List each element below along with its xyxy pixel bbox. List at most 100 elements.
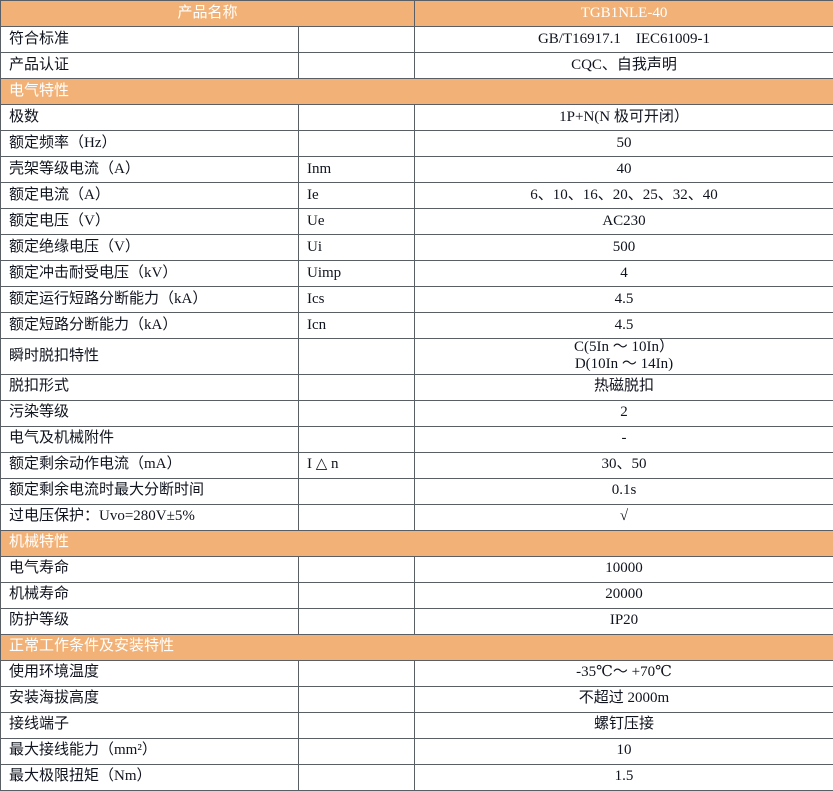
spec-parameter-name: 符合标准 [1,27,299,53]
spec-parameter-value: 6、10、16、20、25、32、40 [415,183,833,209]
spec-parameter-name: 最大接线能力（mm²） [1,738,299,764]
spec-row: 符合标准 GB/T16917.1 IEC61009-1 [1,27,833,53]
spec-parameter-symbol [299,660,415,686]
spec-parameter-value: 500 [415,235,833,261]
spec-parameter-symbol [299,105,415,131]
spec-parameter-value: GB/T16917.1 IEC61009-1 [415,27,833,53]
spec-row: 额定频率（Hz） 50 [1,131,833,157]
spec-parameter-value: 50 [415,131,833,157]
spec-parameter-symbol [299,53,415,79]
spec-parameter-value: 不超过 2000m [415,686,833,712]
spec-parameter-symbol [299,374,415,400]
spec-parameter-value: 热磁脱扣 [415,374,833,400]
spec-parameter-value: 螺钉压接 [415,712,833,738]
spec-parameter-value: 1P+N(N 极可开闭） [415,105,833,131]
spec-parameter-symbol [299,478,415,504]
spec-parameter-name: 瞬时脱扣特性 [1,339,299,375]
spec-parameter-symbol: Ie [299,183,415,209]
section-title: 机械特性 [1,530,833,556]
spec-parameter-name: 接线端子 [1,712,299,738]
spec-parameter-name: 额定剩余动作电流（mA） [1,452,299,478]
spec-parameter-value: 40 [415,157,833,183]
spec-parameter-name: 额定电流（A） [1,183,299,209]
section-title: 电气特性 [1,79,833,105]
spec-parameter-symbol: Icn [299,313,415,339]
spec-parameter-value: AC230 [415,209,833,235]
spec-value-line-1: C(5In ～ 10In） [423,339,825,356]
spec-row: 脱扣形式热磁脱扣 [1,374,833,400]
spec-row: 电气及机械附件 - [1,426,833,452]
spec-parameter-value: 20000 [415,582,833,608]
spec-parameter-value: 2 [415,400,833,426]
spec-row: 额定剩余电流时最大分断时间 0.1s [1,478,833,504]
spec-parameter-value: 4.5 [415,287,833,313]
spec-row: 使用环境温度-35℃～ +70℃ [1,660,833,686]
spec-parameter-symbol [299,339,415,375]
spec-parameter-name: 电气及机械附件 [1,426,299,452]
spec-parameter-symbol: Ics [299,287,415,313]
product-name-header: 产品名称 [1,1,415,27]
spec-parameter-symbol [299,27,415,53]
spec-parameter-name: 防护等级 [1,608,299,634]
spec-parameter-name: 额定短路分断能力（kA） [1,313,299,339]
spec-parameter-name: 污染等级 [1,400,299,426]
spec-parameter-value: C(5In ～ 10In）D(10In ～ 14In) [415,339,833,375]
spec-parameter-value: - [415,426,833,452]
spec-parameter-symbol [299,400,415,426]
spec-parameter-symbol: Inm [299,157,415,183]
spec-row: 安装海拔高度 不超过 2000m [1,686,833,712]
spec-parameter-name: 额定冲击耐受电压（kV） [1,261,299,287]
spec-parameter-symbol [299,582,415,608]
spec-row: 电气寿命 10000 [1,556,833,582]
spec-parameter-name: 电气寿命 [1,556,299,582]
spec-parameter-value: IP20 [415,608,833,634]
spec-parameter-symbol [299,608,415,634]
spec-parameter-value: CQC、自我声明 [415,53,833,79]
spec-parameter-symbol [299,738,415,764]
spec-parameter-value: 30、50 [415,452,833,478]
spec-row: 机械寿命 20000 [1,582,833,608]
spec-parameter-value: √ [415,504,833,530]
spec-parameter-value: 10 [415,738,833,764]
spec-parameter-value: 0.1s [415,478,833,504]
spec-parameter-value: 4.5 [415,313,833,339]
spec-parameter-name: 壳架等级电流（A） [1,157,299,183]
spec-parameter-symbol: I △ n [299,452,415,478]
spec-parameter-name: 额定频率（Hz） [1,131,299,157]
spec-parameter-name: 额定运行短路分断能力（kA） [1,287,299,313]
spec-parameter-name: 额定电压（V） [1,209,299,235]
spec-parameter-symbol [299,426,415,452]
spec-parameter-symbol [299,504,415,530]
spec-parameter-name: 机械寿命 [1,582,299,608]
spec-parameter-name: 额定剩余电流时最大分断时间 [1,478,299,504]
spec-parameter-name: 产品认证 [1,53,299,79]
spec-parameter-name: 过电压保护：Uvo=280V±5% [1,504,299,530]
spec-parameter-symbol: Ui [299,235,415,261]
spec-row: 污染等级 2 [1,400,833,426]
spec-row: 过电压保护：Uvo=280V±5% √ [1,504,833,530]
spec-parameter-value: 4 [415,261,833,287]
spec-row: 接线端子 螺钉压接 [1,712,833,738]
section-title: 正常工作条件及安装特性 [1,634,833,660]
spec-parameter-name: 极数 [1,105,299,131]
spec-parameter-symbol: Ue [299,209,415,235]
spec-row: 最大极限扭矩（Nm）1.5 [1,764,833,790]
section-header-row: 机械特性 [1,530,833,556]
spec-parameter-name: 安装海拔高度 [1,686,299,712]
spec-value-line-2: D(10In ～ 14In) [423,356,825,373]
spec-parameter-name: 最大极限扭矩（Nm） [1,764,299,790]
spec-parameter-value: -35℃～ +70℃ [415,660,833,686]
spec-parameter-symbol [299,131,415,157]
spec-parameter-value: 10000 [415,556,833,582]
spec-row: 最大接线能力（mm²） 10 [1,738,833,764]
section-header-row: 正常工作条件及安装特性 [1,634,833,660]
spec-row: 产品认证 CQC、自我声明 [1,53,833,79]
spec-row: 极数 1P+N(N 极可开闭） [1,105,833,131]
